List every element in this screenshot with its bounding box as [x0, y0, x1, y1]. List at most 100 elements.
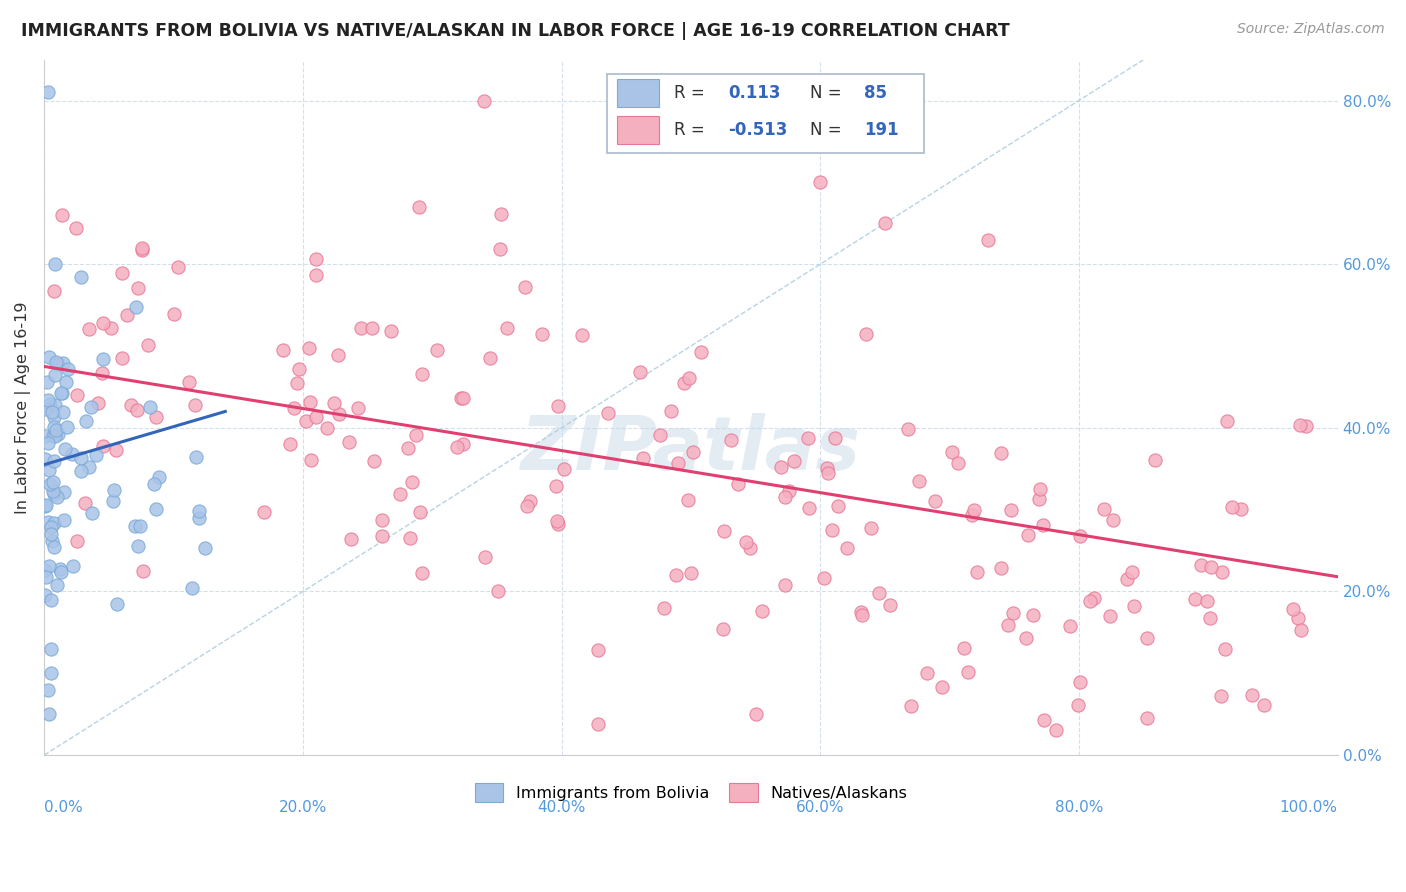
- Point: [586, 643, 609, 657]
- Point: [35, 570, 58, 584]
- Point: [132, 564, 155, 578]
- Point: [396, 441, 419, 455]
- Point: [49, 566, 72, 580]
- Point: [271, 343, 294, 357]
- Point: [38, 559, 60, 574]
- Point: [45, 423, 67, 437]
- Point: [326, 347, 349, 361]
- Point: [1102, 512, 1125, 526]
- Y-axis label: In Labor Force | Age 16-19: In Labor Force | Age 16-19: [15, 301, 31, 514]
- Point: [51, 208, 73, 222]
- Point: [84, 448, 107, 462]
- Point: [1001, 607, 1024, 621]
- Point: [347, 401, 370, 415]
- Point: [37, 682, 59, 697]
- Point: [316, 421, 339, 435]
- Point: [34, 401, 56, 416]
- Point: [1240, 689, 1263, 703]
- Point: [908, 474, 931, 488]
- Point: [672, 376, 695, 390]
- Point: [1281, 602, 1303, 616]
- Point: [1067, 698, 1090, 712]
- Point: [1017, 528, 1039, 542]
- Point: [55, 375, 77, 389]
- Text: N =: N =: [810, 84, 842, 103]
- Point: [34, 588, 56, 602]
- Point: [821, 523, 844, 537]
- Point: [80, 400, 103, 414]
- Point: [586, 716, 609, 731]
- Point: [1211, 689, 1233, 703]
- Point: [977, 233, 1000, 247]
- Point: [957, 665, 980, 680]
- Point: [163, 306, 186, 320]
- Point: [70, 450, 93, 465]
- Point: [42, 483, 65, 498]
- Point: [41, 475, 63, 489]
- Point: [42, 516, 65, 531]
- Point: [288, 362, 311, 376]
- Point: [45, 577, 67, 591]
- Point: [101, 493, 124, 508]
- Point: [51, 386, 73, 401]
- Point: [105, 597, 128, 611]
- Point: [131, 243, 153, 257]
- Point: [388, 487, 411, 501]
- Point: [323, 395, 346, 409]
- Point: [689, 344, 711, 359]
- Point: [676, 492, 699, 507]
- Point: [62, 558, 84, 573]
- Point: [1032, 518, 1054, 533]
- Point: [100, 320, 122, 334]
- Point: [305, 252, 328, 266]
- Point: [37, 515, 59, 529]
- Point: [778, 483, 800, 498]
- Text: IMMIGRANTS FROM BOLIVIA VS NATIVE/ALASKAN IN LABOR FORCE | AGE 16-19 CORRELATION: IMMIGRANTS FROM BOLIVIA VS NATIVE/ALASKA…: [21, 22, 1010, 40]
- Point: [682, 445, 704, 459]
- Point: [628, 365, 651, 379]
- Point: [450, 391, 472, 405]
- FancyBboxPatch shape: [617, 79, 658, 107]
- Point: [966, 565, 988, 579]
- Point: [1123, 599, 1146, 614]
- Point: [720, 433, 742, 447]
- Point: [738, 541, 761, 555]
- Point: [1015, 631, 1038, 645]
- Point: [65, 221, 87, 235]
- Point: [515, 279, 537, 293]
- Point: [1189, 558, 1212, 572]
- Point: [299, 453, 322, 467]
- Point: [1029, 483, 1052, 497]
- Point: [145, 409, 167, 424]
- Point: [91, 440, 114, 454]
- Point: [652, 601, 675, 615]
- Point: [66, 533, 89, 548]
- Point: [38, 707, 60, 722]
- Point: [136, 338, 159, 352]
- Point: [666, 456, 689, 470]
- Point: [117, 308, 139, 322]
- Text: 0.0%: 0.0%: [44, 800, 83, 815]
- Point: [879, 598, 901, 612]
- Point: [426, 343, 449, 357]
- Point: [855, 326, 877, 341]
- Point: [340, 532, 363, 546]
- Point: [73, 496, 96, 510]
- Point: [547, 399, 569, 413]
- Point: [52, 513, 75, 527]
- Point: [51, 386, 73, 401]
- Point: [167, 260, 190, 274]
- Point: [39, 477, 62, 491]
- Point: [105, 443, 128, 458]
- Point: [79, 322, 101, 336]
- Point: [659, 403, 682, 417]
- Point: [1197, 594, 1219, 608]
- Point: [546, 514, 568, 528]
- Text: 40.0%: 40.0%: [537, 800, 586, 815]
- Point: [474, 550, 496, 565]
- Point: [849, 606, 872, 620]
- Point: [93, 351, 115, 366]
- Point: [125, 300, 148, 314]
- Point: [488, 243, 510, 257]
- Point: [451, 437, 474, 451]
